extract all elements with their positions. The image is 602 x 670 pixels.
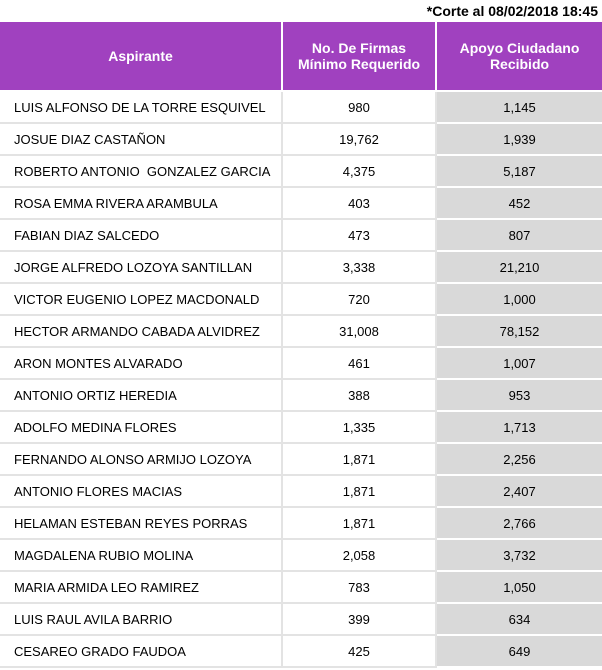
table: Aspirante No. De Firmas Mínimo Requerido… bbox=[0, 22, 602, 668]
table-row: LUIS RAUL AVILA BARRIO 399 634 bbox=[0, 604, 602, 636]
required-signatures: 399 bbox=[283, 604, 437, 636]
candidate-name: HELAMAN ESTEBAN REYES PORRAS bbox=[0, 508, 283, 540]
required-signatures: 783 bbox=[283, 572, 437, 604]
required-signatures: 19,762 bbox=[283, 124, 437, 156]
table-row: ADOLFO MEDINA FLORES 1,335 1,713 bbox=[0, 412, 602, 444]
support-received: 1,050 bbox=[437, 572, 602, 604]
support-received: 2,766 bbox=[437, 508, 602, 540]
candidate-name: ANTONIO ORTIZ HEREDIA bbox=[0, 380, 283, 412]
candidate-name: MAGDALENA RUBIO MOLINA bbox=[0, 540, 283, 572]
required-signatures: 1,871 bbox=[283, 476, 437, 508]
candidate-name: FABIAN DIAZ SALCEDO bbox=[0, 220, 283, 252]
support-received: 1,007 bbox=[437, 348, 602, 380]
candidate-name: ARON MONTES ALVARADO bbox=[0, 348, 283, 380]
header-cell: Aspirante bbox=[0, 22, 283, 92]
candidate-name: FERNANDO ALONSO ARMIJO LOZOYA bbox=[0, 444, 283, 476]
required-signatures: 473 bbox=[283, 220, 437, 252]
table-row: JORGE ALFREDO LOZOYA SANTILLAN 3,338 21,21… bbox=[0, 252, 602, 284]
table-row: ANTONIO FLORES MACIAS 1,871 2,407 bbox=[0, 476, 602, 508]
required-signatures: 388 bbox=[283, 380, 437, 412]
table-row: ROSA EMMA RIVERA ARAMBULA 403 452 bbox=[0, 188, 602, 220]
table-row: FABIAN DIAZ SALCEDO 473 807 bbox=[0, 220, 602, 252]
required-signatures: 1,335 bbox=[283, 412, 437, 444]
table-row: ARON MONTES ALVARADO 461 1,007 bbox=[0, 348, 602, 380]
required-signatures: 720 bbox=[283, 284, 437, 316]
table-row: VICTOR EUGENIO LOPEZ MACDONALD 720 1,000 bbox=[0, 284, 602, 316]
candidate-name: ADOLFO MEDINA FLORES bbox=[0, 412, 283, 444]
cutoff-note: *Corte al 08/02/2018 18:45 bbox=[426, 3, 598, 19]
required-signatures: 3,338 bbox=[283, 252, 437, 284]
table-header: Aspirante No. De Firmas Mínimo Requerido… bbox=[0, 22, 602, 92]
support-received: 953 bbox=[437, 380, 602, 412]
support-received: 1,000 bbox=[437, 284, 602, 316]
required-signatures: 2,058 bbox=[283, 540, 437, 572]
table-body: LUIS ALFONSO DE LA TORRE ESQUIVEL 980 1,14… bbox=[0, 92, 602, 668]
support-received: 634 bbox=[437, 604, 602, 636]
table-row: MAGDALENA RUBIO MOLINA 2,058 3,732 bbox=[0, 540, 602, 572]
candidate-name: CESAREO GRADO FAUDOA bbox=[0, 636, 283, 668]
candidate-name: ROSA EMMA RIVERA ARAMBULA bbox=[0, 188, 283, 220]
required-signatures: 31,008 bbox=[283, 316, 437, 348]
support-received: 649 bbox=[437, 636, 602, 668]
table-row: ROBERTO ANTONIO GONZALEZ GARCIA 4,375 5,18… bbox=[0, 156, 602, 188]
header-cell: No. De Firmas Mínimo Requerido bbox=[283, 22, 437, 92]
candidate-name: ANTONIO FLORES MACIAS bbox=[0, 476, 283, 508]
support-received: 1,145 bbox=[437, 92, 602, 124]
support-received: 5,187 bbox=[437, 156, 602, 188]
required-signatures: 461 bbox=[283, 348, 437, 380]
required-signatures: 425 bbox=[283, 636, 437, 668]
candidate-name: ROBERTO ANTONIO GONZALEZ GARCIA bbox=[0, 156, 283, 188]
table-row: FERNANDO ALONSO ARMIJO LOZOYA 1,871 2,256 bbox=[0, 444, 602, 476]
support-received: 2,256 bbox=[437, 444, 602, 476]
header-cell: Apoyo Ciudadano Recibido bbox=[437, 22, 602, 92]
candidate-name: MARIA ARMIDA LEO RAMIREZ bbox=[0, 572, 283, 604]
support-received: 78,152 bbox=[437, 316, 602, 348]
support-received: 807 bbox=[437, 220, 602, 252]
table-row: LUIS ALFONSO DE LA TORRE ESQUIVEL 980 1,14… bbox=[0, 92, 602, 124]
support-received: 21,210 bbox=[437, 252, 602, 284]
table-row: HELAMAN ESTEBAN REYES PORRAS 1,871 2,766 bbox=[0, 508, 602, 540]
candidate-name: LUIS RAUL AVILA BARRIO bbox=[0, 604, 283, 636]
table-row: ANTONIO ORTIZ HEREDIA 388 953 bbox=[0, 380, 602, 412]
support-received: 1,713 bbox=[437, 412, 602, 444]
table-row: MARIA ARMIDA LEO RAMIREZ 783 1,050 bbox=[0, 572, 602, 604]
table-row: JOSUE DIAZ CASTAÑON 19,762 1,939 bbox=[0, 124, 602, 156]
table-row: CESAREO GRADO FAUDOA 425 649 bbox=[0, 636, 602, 668]
support-received: 1,939 bbox=[437, 124, 602, 156]
candidate-name: JOSUE DIAZ CASTAÑON bbox=[0, 124, 283, 156]
support-received: 3,732 bbox=[437, 540, 602, 572]
required-signatures: 403 bbox=[283, 188, 437, 220]
candidate-name: JORGE ALFREDO LOZOYA SANTILLAN bbox=[0, 252, 283, 284]
required-signatures: 1,871 bbox=[283, 444, 437, 476]
candidate-name: LUIS ALFONSO DE LA TORRE ESQUIVEL bbox=[0, 92, 283, 124]
candidate-name: VICTOR EUGENIO LOPEZ MACDONALD bbox=[0, 284, 283, 316]
table-row: HECTOR ARMANDO CABADA ALVIDREZ 31,008 78,1… bbox=[0, 316, 602, 348]
required-signatures: 1,871 bbox=[283, 508, 437, 540]
support-received: 452 bbox=[437, 188, 602, 220]
header-row: Aspirante No. De Firmas Mínimo Requerido… bbox=[0, 22, 602, 92]
candidate-name: HECTOR ARMANDO CABADA ALVIDREZ bbox=[0, 316, 283, 348]
support-received: 2,407 bbox=[437, 476, 602, 508]
required-signatures: 980 bbox=[283, 92, 437, 124]
required-signatures: 4,375 bbox=[283, 156, 437, 188]
